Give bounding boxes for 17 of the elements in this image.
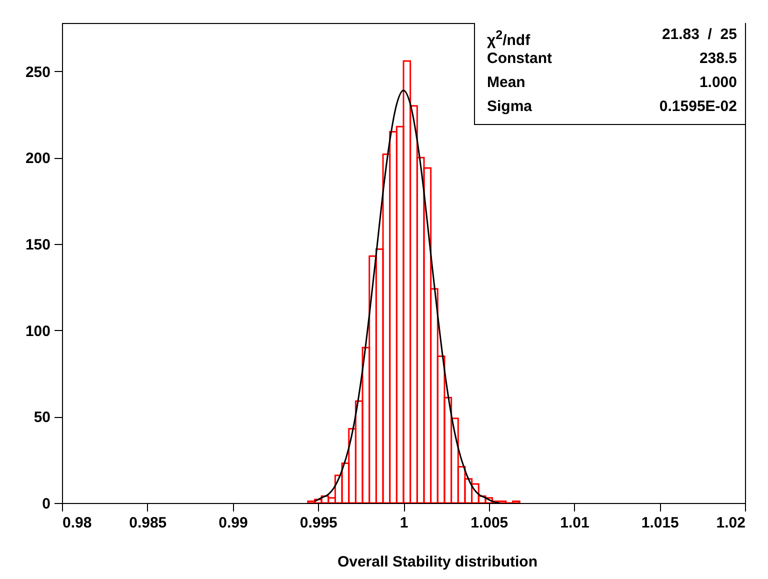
x-tick-label: 0.98 [62, 514, 92, 532]
x-tick-label: 1 [400, 514, 408, 532]
x-tick-label: 0.985 [129, 514, 167, 532]
x-tick-label: 0.995 [300, 514, 338, 532]
y-tick-label: 150 [25, 236, 50, 254]
y-tick-label: 100 [25, 322, 50, 340]
x-tick-label: 1.01 [560, 514, 590, 532]
y-tick-label: 250 [25, 64, 50, 81]
x-axis-title: Overall Stability distribution [337, 554, 538, 570]
stats-box: χ$^{2}$/ndf 21.83 / 25 Constant 238.5 Mean 1.000 Sigma 0.1595E-02 [474, 23, 745, 125]
y-tick-label: 50 [34, 409, 50, 426]
x-tick-label: 0.99 [218, 514, 248, 532]
y-tick-label: 0 [42, 496, 50, 512]
y-tick-label: 200 [25, 150, 50, 168]
x-tick-label: 1.015 [641, 514, 679, 532]
x-tick-label: 1.02 [716, 514, 746, 532]
x-tick-label: 1.005 [470, 514, 508, 532]
